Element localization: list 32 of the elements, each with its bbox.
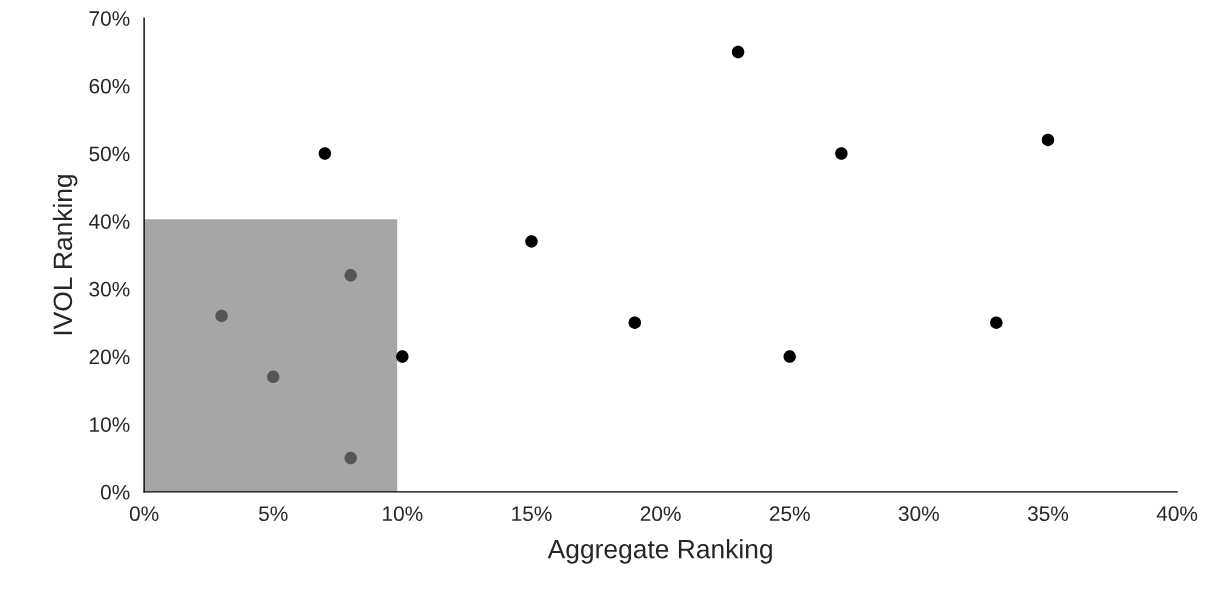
point	[783, 350, 796, 363]
point	[990, 316, 1003, 329]
point	[525, 235, 538, 248]
x-tick-label: 30%	[898, 506, 939, 522]
x-tick-label: 25%	[769, 506, 810, 522]
point	[344, 269, 357, 282]
y-tick-label: 40%	[89, 214, 130, 229]
point	[731, 45, 745, 59]
x-axis-title: Aggregate Ranking	[547, 539, 772, 564]
x-tick-label: 10%	[383, 506, 423, 522]
y-tick-label: 70%	[89, 11, 130, 26]
x-tick-label: 40%	[1156, 506, 1198, 522]
point	[344, 451, 357, 465]
point	[396, 350, 409, 363]
y-tick-label: 20%	[89, 349, 130, 365]
point	[215, 309, 228, 323]
y-tick-label: 10%	[90, 417, 130, 432]
point	[267, 370, 280, 384]
y-tick-label: 0%	[100, 484, 130, 500]
x-tick-label: 15%	[512, 506, 552, 522]
point	[318, 147, 332, 160]
x-tick-label: 5%	[259, 506, 288, 522]
x-tick-label: 35%	[1027, 506, 1069, 522]
point	[628, 316, 641, 329]
x-tick-label: 20%	[640, 506, 681, 522]
point	[835, 147, 848, 160]
point	[1041, 133, 1055, 147]
y-tick-label: 30%	[89, 281, 130, 297]
y-axis-title: IVOL Ranking	[52, 175, 78, 335]
y-tick-label: 50%	[89, 146, 130, 162]
y-tick-label: 60%	[89, 78, 130, 94]
x-tick-label: 0%	[129, 506, 159, 522]
